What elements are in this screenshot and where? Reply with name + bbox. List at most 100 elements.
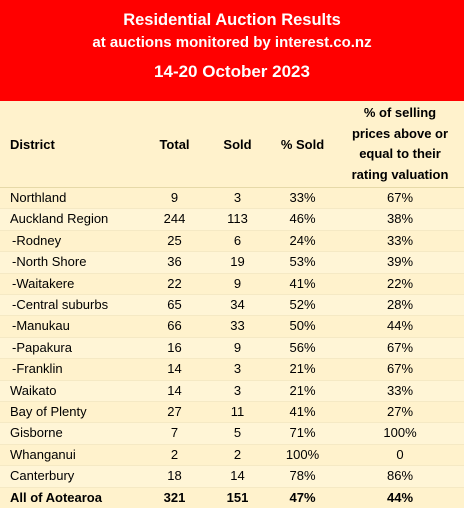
total-count: 16 xyxy=(143,337,206,358)
district-name: Whanganui xyxy=(0,444,143,465)
pct-sold: 46% xyxy=(269,209,336,230)
total-count: 25 xyxy=(143,230,206,251)
pct-above-valuation: 44% xyxy=(336,316,464,337)
pct-above-valuation: 27% xyxy=(336,402,464,423)
pct-above-header-line-3: equal to their xyxy=(336,144,464,165)
pct-above-valuation: 67% xyxy=(336,359,464,380)
district-name: Northland xyxy=(0,188,143,209)
pct-sold: 24% xyxy=(269,230,336,251)
sold-count: 34 xyxy=(206,295,269,316)
district-name: Canterbury xyxy=(0,466,143,487)
table-body: Northland 9 3 33% 67% Auckland Region 24… xyxy=(0,188,464,508)
table-row: Northland 9 3 33% 67% xyxy=(0,188,464,209)
total-sold-count: 151 xyxy=(206,487,269,508)
district-name: Gisborne xyxy=(0,423,143,444)
pct-sold: 71% xyxy=(269,423,336,444)
total-count: 9 xyxy=(143,188,206,209)
pct-above-valuation: 67% xyxy=(336,337,464,358)
pct-above-header-line-1: % of selling xyxy=(336,103,464,124)
pct-sold: 21% xyxy=(269,359,336,380)
district-name: -Waitakere xyxy=(0,273,143,294)
pct-sold: 53% xyxy=(269,252,336,273)
column-header-pct-above-valuation: % of selling prices above or equal to th… xyxy=(336,101,464,188)
pct-above-valuation: 22% xyxy=(336,273,464,294)
pct-above-valuation: 0 xyxy=(336,444,464,465)
pct-sold: 78% xyxy=(269,466,336,487)
total-count: 7 xyxy=(143,423,206,444)
district-name: -Central suburbs xyxy=(0,295,143,316)
total-row: All of Aotearoa 321 151 47% 44% xyxy=(0,487,464,508)
district-name: Bay of Plenty xyxy=(0,402,143,423)
sold-count: 2 xyxy=(206,444,269,465)
pct-sold: 41% xyxy=(269,402,336,423)
column-header-pct-sold: % Sold xyxy=(269,101,336,188)
total-total-count: 321 xyxy=(143,487,206,508)
pct-above-valuation: 38% xyxy=(336,209,464,230)
pct-above-valuation: 28% xyxy=(336,295,464,316)
table-row: -North Shore 36 19 53% 39% xyxy=(0,252,464,273)
pct-sold: 21% xyxy=(269,380,336,401)
pct-sold: 52% xyxy=(269,295,336,316)
sold-count: 3 xyxy=(206,380,269,401)
total-count: 27 xyxy=(143,402,206,423)
district-name: -Papakura xyxy=(0,337,143,358)
pct-above-header-line-2: prices above or xyxy=(336,124,464,145)
pct-sold: 56% xyxy=(269,337,336,358)
total-count: 22 xyxy=(143,273,206,294)
table-row: -Papakura 16 9 56% 67% xyxy=(0,337,464,358)
district-name: -Franklin xyxy=(0,359,143,380)
pct-above-valuation: 33% xyxy=(336,380,464,401)
pct-above-valuation: 33% xyxy=(336,230,464,251)
report-date-range: 14-20 October 2023 xyxy=(0,57,464,87)
sold-count: 3 xyxy=(206,359,269,380)
column-header-district: District xyxy=(0,101,143,188)
total-count: 18 xyxy=(143,466,206,487)
sold-count: 5 xyxy=(206,423,269,444)
sold-count: 11 xyxy=(206,402,269,423)
table-row: Waikato 14 3 21% 33% xyxy=(0,380,464,401)
title-banner: Residential Auction Results at auctions … xyxy=(0,0,464,101)
district-name: Auckland Region xyxy=(0,209,143,230)
table-row: -Waitakere 22 9 41% 22% xyxy=(0,273,464,294)
total-count: 65 xyxy=(143,295,206,316)
total-pct-sold: 47% xyxy=(269,487,336,508)
table-row: -Rodney 25 6 24% 33% xyxy=(0,230,464,251)
column-header-sold: Sold xyxy=(206,101,269,188)
table-row: -Franklin 14 3 21% 67% xyxy=(0,359,464,380)
table-row: Gisborne 7 5 71% 100% xyxy=(0,423,464,444)
sold-count: 33 xyxy=(206,316,269,337)
pct-sold: 41% xyxy=(269,273,336,294)
sold-count: 19 xyxy=(206,252,269,273)
total-pct-above-valuation: 44% xyxy=(336,487,464,508)
pct-above-valuation: 67% xyxy=(336,188,464,209)
sold-count: 9 xyxy=(206,337,269,358)
sold-count: 3 xyxy=(206,188,269,209)
column-header-total: Total xyxy=(143,101,206,188)
table-header: District Total Sold % Sold % of selling … xyxy=(0,101,464,188)
sold-count: 9 xyxy=(206,273,269,294)
table-row: -Central suburbs 65 34 52% 28% xyxy=(0,295,464,316)
pct-above-valuation: 100% xyxy=(336,423,464,444)
pct-above-valuation: 86% xyxy=(336,466,464,487)
district-name: Waikato xyxy=(0,380,143,401)
total-count: 14 xyxy=(143,380,206,401)
total-count: 14 xyxy=(143,359,206,380)
total-count: 2 xyxy=(143,444,206,465)
results-table: District Total Sold % Sold % of selling … xyxy=(0,101,464,508)
pct-above-valuation: 39% xyxy=(336,252,464,273)
total-count: 244 xyxy=(143,209,206,230)
pct-above-header-line-4: rating valuation xyxy=(336,165,464,186)
pct-sold: 50% xyxy=(269,316,336,337)
table-row: -Manukau 66 33 50% 44% xyxy=(0,316,464,337)
table-row: Auckland Region 244 113 46% 38% xyxy=(0,209,464,230)
report-title: Residential Auction Results xyxy=(0,9,464,31)
district-name: -North Shore xyxy=(0,252,143,273)
total-count: 36 xyxy=(143,252,206,273)
district-name: -Manukau xyxy=(0,316,143,337)
sold-count: 6 xyxy=(206,230,269,251)
sold-count: 14 xyxy=(206,466,269,487)
table-row: Bay of Plenty 27 11 41% 27% xyxy=(0,402,464,423)
district-name: -Rodney xyxy=(0,230,143,251)
pct-sold: 100% xyxy=(269,444,336,465)
